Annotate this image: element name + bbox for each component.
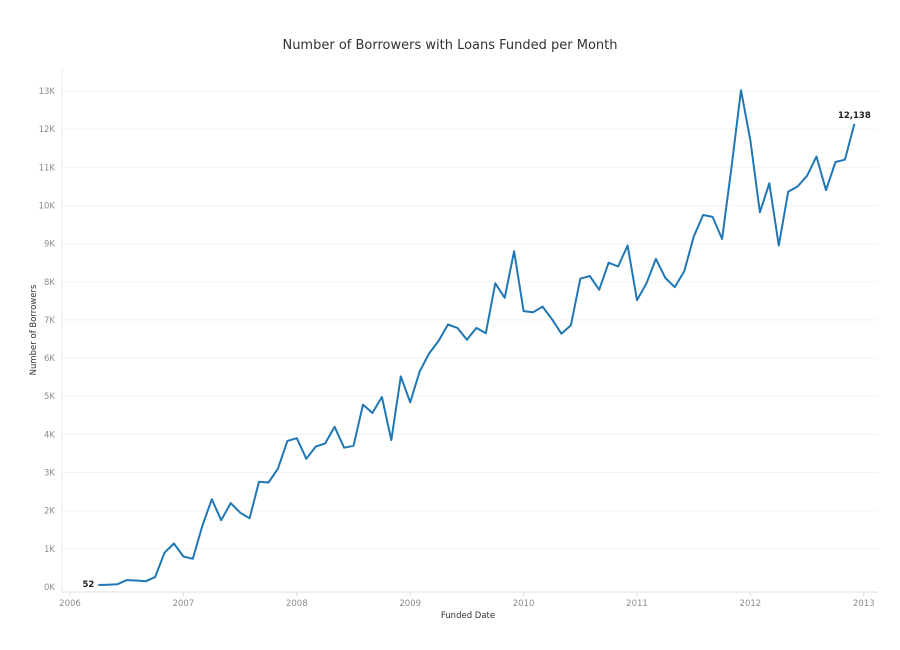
x-axis: 2006 2007 2008 2009 2010 2011 2012 2013 (59, 592, 875, 609)
x-tick-label: 2012 (740, 599, 762, 609)
y-tick-label: 9K (44, 240, 55, 250)
x-tick-label: 2009 (399, 599, 421, 609)
y-tick-label: 6K (44, 354, 55, 364)
y-tick-label: 7K (44, 316, 55, 326)
y-tick-label: 12K (39, 125, 56, 135)
y-tick-label: 10K (39, 201, 56, 211)
chart-title: Number of Borrowers with Loans Funded pe… (282, 38, 618, 53)
y-tick-label: 0K (44, 583, 55, 593)
y-tick-label: 8K (44, 278, 55, 288)
data-labels: 52 12,138 (83, 111, 871, 590)
x-tick-label: 2006 (59, 599, 81, 609)
y-tick-label: 1K (44, 545, 55, 555)
x-tick-label: 2011 (626, 599, 648, 609)
y-axis-title: Number of Borrowers (29, 284, 39, 375)
y-tick-label: 4K (44, 430, 55, 440)
data-label: 52 (83, 580, 95, 590)
y-tick-label: 11K (39, 163, 56, 173)
x-tick-label: 2008 (286, 599, 308, 609)
data-label: 12,138 (838, 111, 871, 121)
x-tick-label: 2010 (513, 599, 535, 609)
gridlines (62, 90, 878, 550)
x-axis-title: Funded Date (441, 611, 495, 621)
x-tick-label: 2007 (173, 599, 195, 609)
y-tick-label: 5K (44, 392, 55, 402)
y-tick-label: 2K (44, 507, 55, 517)
x-tick-label: 2013 (853, 599, 875, 609)
series-line-number-of-borrowers[interactable] (98, 89, 856, 586)
y-axis: 0K 1K 2K 3K 4K 5K 6K 7K 8K 9K 10K 11K 12K 13K (39, 87, 56, 593)
y-tick-label: 13K (39, 87, 56, 97)
y-tick-label: 3K (44, 469, 55, 479)
